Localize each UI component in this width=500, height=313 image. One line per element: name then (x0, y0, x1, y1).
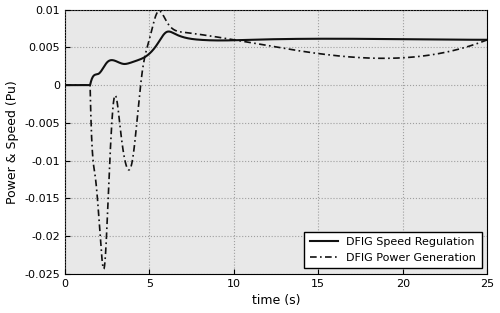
X-axis label: time (s): time (s) (252, 295, 300, 307)
Line: DFIG Speed Regulation: DFIG Speed Regulation (64, 32, 488, 85)
DFIG Power Generation (337, 54, 343, 58)
DFIG Speed Regulation (166, 30, 172, 33)
DFIG Speed Regulation (484, 38, 490, 42)
DFIG Power Generation (100, 267, 106, 271)
DFIG Power Generation (224, 37, 230, 40)
DFIG Speed Regulation (336, 37, 342, 41)
Line: DFIG Power Generation: DFIG Power Generation (64, 11, 488, 269)
DFIG Speed Regulation (377, 37, 383, 41)
DFIG Power Generation (316, 52, 322, 55)
DFIG Speed Regulation (316, 37, 322, 41)
Legend: DFIG Speed Regulation, DFIG Power Generation: DFIG Speed Regulation, DFIG Power Genera… (304, 232, 482, 269)
DFIG Speed Regulation (224, 38, 230, 42)
DFIG Speed Regulation (138, 57, 144, 61)
DFIG Power Generation (156, 9, 162, 13)
Y-axis label: Power & Speed (Pu): Power & Speed (Pu) (6, 80, 18, 204)
DFIG Speed Regulation (410, 38, 416, 41)
DFIG Power Generation (378, 56, 384, 60)
DFIG Power Generation (62, 83, 68, 87)
DFIG Power Generation (410, 55, 416, 59)
DFIG Power Generation (484, 38, 490, 42)
DFIG Speed Regulation (62, 83, 68, 87)
DFIG Power Generation (138, 75, 144, 79)
